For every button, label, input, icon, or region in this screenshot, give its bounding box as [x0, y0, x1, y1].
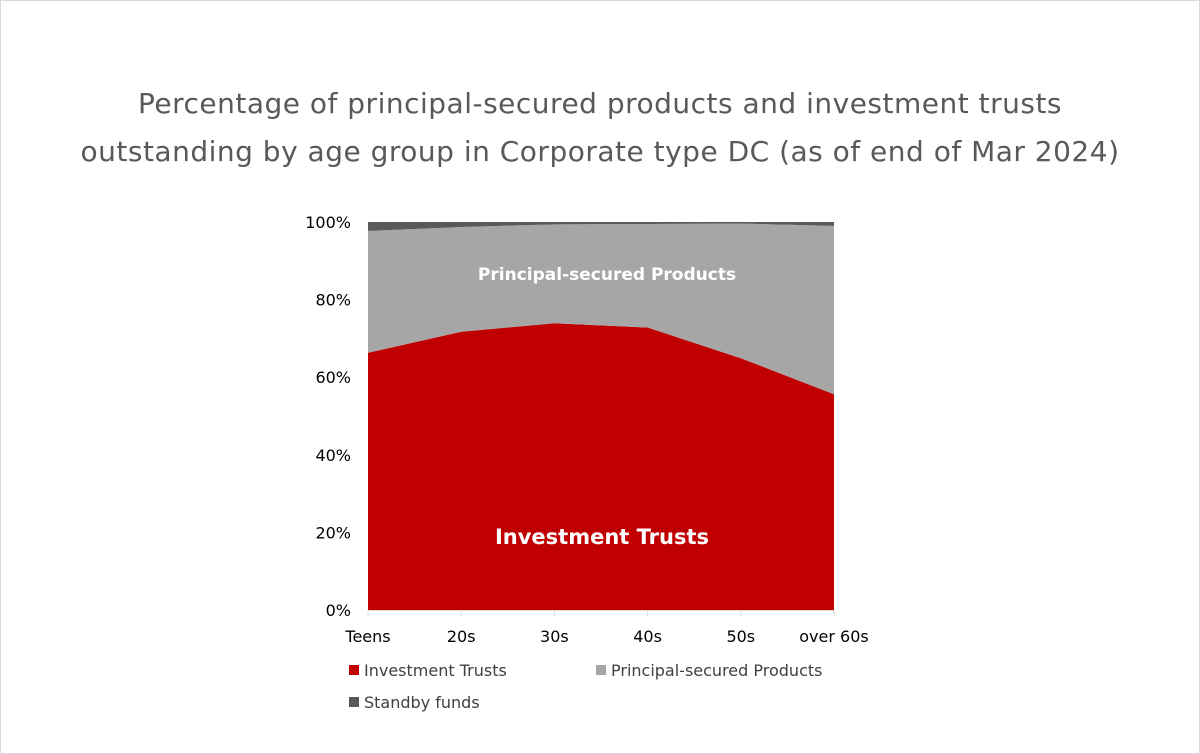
- legend-label-investment-trusts: Investment Trusts: [364, 661, 507, 680]
- area-principal-secured-products: [368, 223, 834, 395]
- x-tick-label: 30s: [540, 627, 569, 646]
- x-tick-labels: Teens 20s 30s 40s 50s over 60s: [344, 627, 868, 646]
- inline-label-investment-trusts: Investment Trusts: [495, 525, 709, 549]
- legend-label-standby-funds: Standby funds: [364, 693, 480, 712]
- axes-group: [367, 610, 835, 616]
- y-tick-label: 60%: [315, 368, 351, 387]
- x-tick-label: Teens: [344, 627, 390, 646]
- x-tick-label: over 60s: [799, 627, 868, 646]
- inline-label-principal-secured-products: Principal-secured Products: [478, 265, 736, 285]
- area-standby-funds: [368, 222, 834, 231]
- chart-title-line-2: outstanding by age group in Corporate ty…: [80, 135, 1120, 168]
- y-tick-label: 100%: [305, 213, 351, 232]
- area-series-group: [368, 222, 834, 610]
- chart-title-line-1: Percentage of principal-secured products…: [137, 87, 1063, 120]
- series-inline-labels: Investment Trusts Principal-secured Produ…: [478, 265, 736, 549]
- legend-swatch-principal-secured-products: [596, 665, 606, 675]
- area-investment-trusts: [368, 323, 834, 610]
- x-tick-label: 50s: [726, 627, 755, 646]
- x-tick-label: 40s: [633, 627, 662, 646]
- chart-title: Percentage of principal-secured products…: [0, 80, 1200, 176]
- legend-swatch-investment-trusts: [349, 665, 359, 675]
- legend-label-principal-secured-products: Principal-secured Products: [611, 661, 822, 680]
- y-tick-label: 80%: [315, 291, 351, 310]
- y-tick-label: 0%: [326, 601, 351, 620]
- legend-swatch-standby-funds: [349, 697, 359, 707]
- x-tick-label: 20s: [447, 627, 476, 646]
- y-tick-labels: 0% 20% 40% 60% 80% 100%: [305, 213, 351, 620]
- y-tick-label: 40%: [315, 446, 351, 465]
- legend: Investment Trusts Principal-secured Produ…: [349, 661, 822, 712]
- y-tick-label: 20%: [315, 523, 351, 542]
